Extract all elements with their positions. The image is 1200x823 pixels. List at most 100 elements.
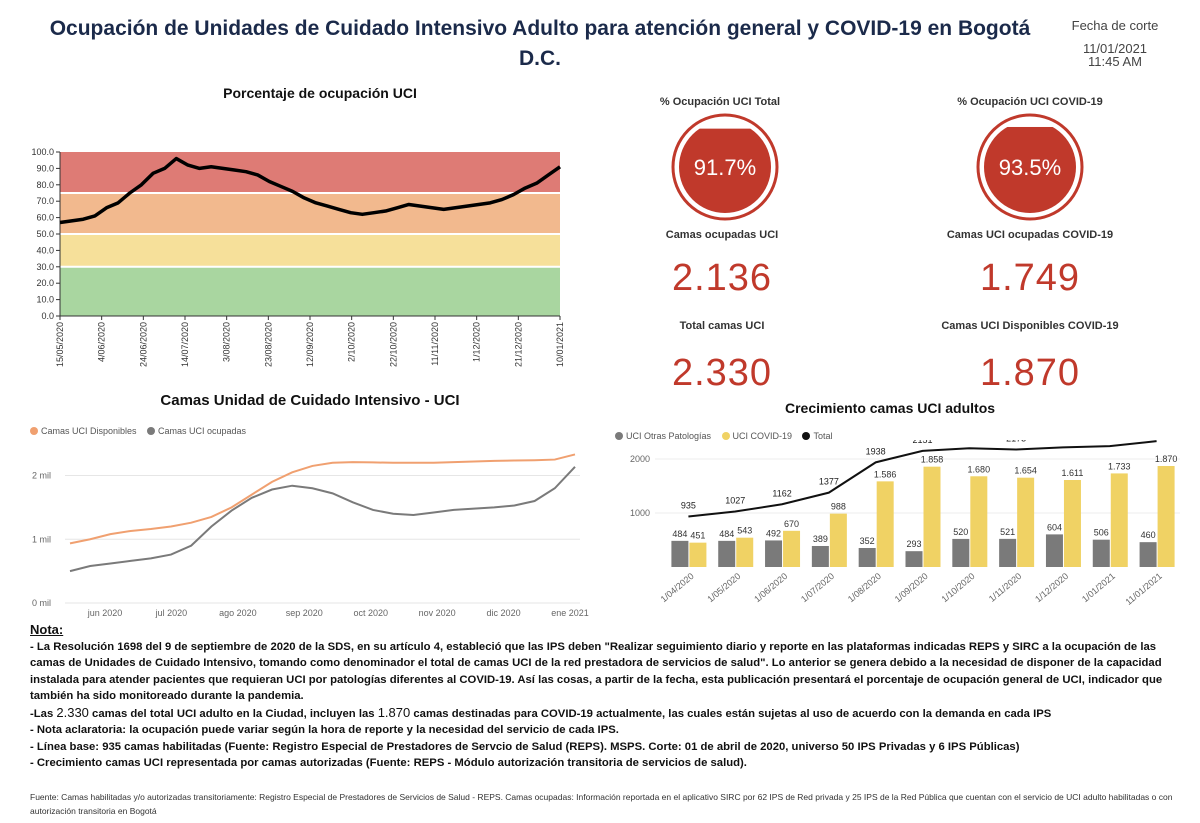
bar-label-covid: 1.858 <box>921 455 944 465</box>
total-label: 1938 <box>866 446 886 456</box>
y-tick-label: 50.0 <box>36 229 54 239</box>
chart1-title: Porcentaje de ocupación UCI <box>223 85 417 101</box>
x-tick-label: 1/05/2020 <box>705 571 742 604</box>
band-green <box>60 266 560 316</box>
bar-label-covid: 451 <box>690 531 705 541</box>
kpi-beds-total-label: Total camas UCI <box>679 320 765 332</box>
y-tick-label: 80.0 <box>36 180 54 190</box>
bar-covid <box>736 537 754 567</box>
kpi-beds-covid-available-label: Camas UCI Disponibles COVID-19 <box>941 320 1119 332</box>
note-number-total: 2.330 <box>56 704 89 720</box>
x-tick-label: 23/08/2020 <box>263 322 273 367</box>
kpi-beds-covid-occupied-value: 1.749 <box>979 257 1081 299</box>
legend-item-other: UCI Otras Patologías <box>615 431 711 441</box>
bar-other <box>811 545 829 567</box>
note-number-covid: 1.870 <box>377 704 411 720</box>
total-label: 2151 <box>912 440 932 445</box>
y-tick-label: 2000 <box>630 454 650 464</box>
gauge-value: 93.5% <box>999 155 1061 180</box>
gauge-fill <box>679 128 771 213</box>
total-label: 1027 <box>725 496 745 506</box>
bar-other <box>718 540 736 567</box>
y-tick-label: 1000 <box>630 508 650 518</box>
total-label: 2175 <box>1006 440 1026 444</box>
x-tick-label: 3/08/2020 <box>222 322 232 362</box>
bar-label-covid: 1.733 <box>1108 461 1131 471</box>
bar-covid <box>783 530 801 567</box>
x-tick-label: 21/12/2020 <box>513 322 523 367</box>
legend-dot <box>147 427 155 435</box>
bar-other <box>671 540 689 567</box>
y-tick-label: 70.0 <box>36 196 54 206</box>
page-title: Ocupación de Unidades de Cuidado Intensi… <box>49 17 1031 70</box>
x-tick-label: jun 2020 <box>87 608 123 618</box>
bar-label-covid: 988 <box>831 502 846 512</box>
x-tick-label: dic 2020 <box>487 608 521 618</box>
bar-label-other: 484 <box>672 529 687 539</box>
legend-dot <box>30 427 38 435</box>
x-tick-label: 1/11/2020 <box>987 571 1024 604</box>
bar-covid <box>689 542 707 567</box>
bar-label-other: 460 <box>1141 530 1156 540</box>
gauge-value: 91.7% <box>694 155 756 180</box>
y-tick-label: 100.0 <box>31 147 54 157</box>
bar-covid <box>876 481 894 567</box>
y-tick-label: 0 mil <box>32 598 51 608</box>
x-tick-label: 1/07/2020 <box>799 571 836 604</box>
y-tick-label: 1 mil <box>32 534 51 544</box>
x-tick-label: 1/01/2021 <box>1080 571 1117 604</box>
x-tick-label: 15/05/2020 <box>55 322 65 367</box>
total-label: 1377 <box>819 477 839 487</box>
legend-label: Camas UCI Disponibles <box>41 426 137 436</box>
bar-label-covid: 1.586 <box>874 469 897 479</box>
bar-covid <box>923 466 941 567</box>
x-tick-label: 1/12/2020 <box>1033 571 1070 604</box>
x-tick-label: sep 2020 <box>286 608 323 618</box>
kpi-beds-occupied-value: 2.136 <box>671 257 773 299</box>
kpi-beds-covid-occupied-label: Camas UCI ocupadas COVID-19 <box>946 229 1114 241</box>
occupancy-line <box>59 156 562 225</box>
kpi-beds-total-value: 2.330 <box>671 352 773 394</box>
kpi-occ-covid-label: % Ocupación UCI COVID-19 <box>957 96 1103 108</box>
x-tick-label: 1/09/2020 <box>893 571 930 604</box>
x-tick-label: 12/09/2020 <box>305 322 315 367</box>
bar-other <box>765 540 783 567</box>
legend-dot <box>615 432 623 440</box>
bar-other <box>905 551 923 567</box>
note-text: camas del total UCI adulto en la Ciudad,… <box>88 707 378 720</box>
band-yellow <box>60 234 560 267</box>
x-tick-label: oct 2020 <box>353 608 388 618</box>
bar-label-other: 484 <box>719 529 734 539</box>
kpi-occ-total-label: % Ocupación UCI Total <box>659 96 781 108</box>
bar-label-covid: 1.870 <box>1155 454 1178 464</box>
y-tick-label: 2 mil <box>32 471 51 481</box>
x-tick-label: 24/06/2020 <box>138 322 148 367</box>
y-tick-label: 30.0 <box>36 262 54 272</box>
legend-item-available: Camas UCI Disponibles <box>30 426 137 436</box>
chart2-title: Camas Unidad de Cuidado Intensivo - UCI <box>160 392 460 409</box>
legend-item-covid: UCI COVID-19 <box>721 431 793 441</box>
y-tick-label: 40.0 <box>36 245 54 255</box>
bar-label-other: 352 <box>860 536 875 546</box>
bar-label-covid: 1.611 <box>1062 468 1084 478</box>
kpi-beds-occupied-label: Camas ocupadas UCI <box>665 229 779 241</box>
total-label: 2215 <box>1053 440 1073 441</box>
y-tick-label: 0.0 <box>41 311 54 321</box>
beds-line-chart: 0 mil 1 mil 2 mil jun 2020 jul 2020 ago 2020 s… <box>32 453 589 618</box>
x-tick-label: 11/01/2021 <box>1123 571 1163 607</box>
notes-title: Nota: <box>30 622 64 637</box>
bar-other <box>1045 534 1063 567</box>
bar-other <box>952 538 970 567</box>
note-paragraph-4: - Línea base: 935 camas habilitadas (Fue… <box>30 740 1020 753</box>
bar-other <box>1092 539 1110 567</box>
bar-other <box>1139 542 1157 567</box>
bar-label-covid: 670 <box>784 519 799 529</box>
legend-dot <box>802 432 811 440</box>
bar-label-other: 521 <box>1000 527 1015 537</box>
note-paragraph-3: - Nota aclaratoria: la ocupación puede v… <box>30 724 619 736</box>
legend-label: Total <box>813 431 833 441</box>
x-tick-label: 1/06/2020 <box>752 571 789 604</box>
bar-label-covid: 1.654 <box>1014 466 1037 476</box>
legend-label: UCI COVID-19 <box>732 431 793 441</box>
y-tick-label: 20.0 <box>36 278 54 288</box>
